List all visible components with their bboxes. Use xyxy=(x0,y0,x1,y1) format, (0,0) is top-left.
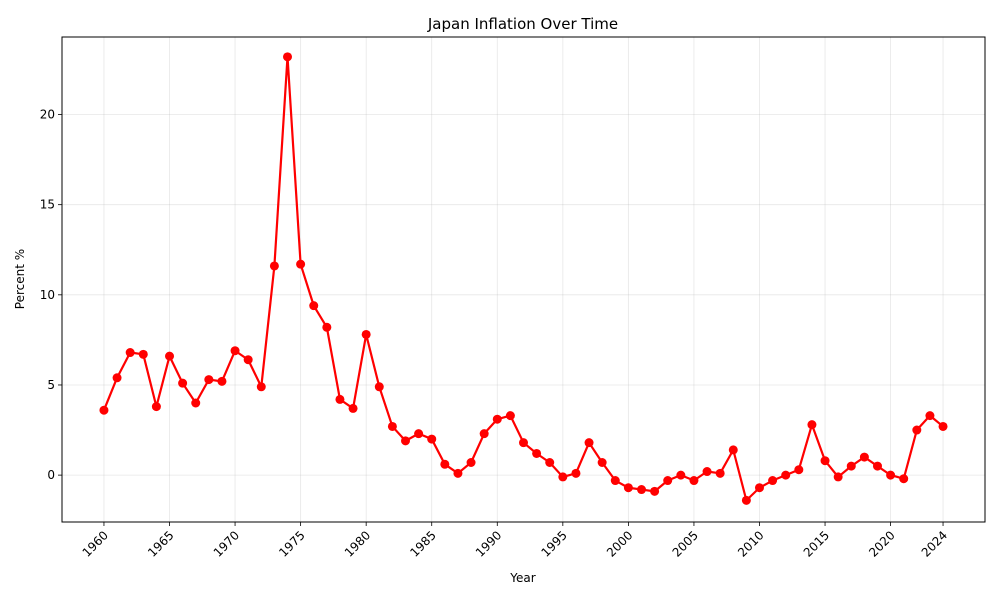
data-point xyxy=(636,485,646,495)
data-point xyxy=(99,405,109,415)
data-point xyxy=(846,461,856,471)
data-point xyxy=(322,322,332,332)
plot-area xyxy=(61,36,986,523)
data-point xyxy=(768,476,778,486)
data-point xyxy=(440,459,450,469)
grid-lines xyxy=(62,37,985,522)
data-point xyxy=(243,355,253,365)
data-point xyxy=(492,414,502,424)
data-point xyxy=(886,470,896,480)
data-point xyxy=(532,448,542,458)
y-tick-label: 15 xyxy=(40,198,55,212)
data-point xyxy=(401,436,411,446)
data-point xyxy=(702,467,712,477)
data-point xyxy=(859,452,869,462)
data-point xyxy=(296,259,306,269)
data-point xyxy=(191,398,201,408)
data-point xyxy=(165,351,175,361)
y-tick-label: 0 xyxy=(47,468,55,482)
data-point xyxy=(479,429,489,439)
data-point xyxy=(387,421,397,431)
data-point xyxy=(650,486,660,496)
data-point xyxy=(178,378,188,388)
data-point xyxy=(414,429,424,439)
data-point xyxy=(427,434,437,444)
data-point xyxy=(571,468,581,478)
data-point xyxy=(833,472,843,482)
data-point xyxy=(925,411,935,421)
data-point xyxy=(676,470,686,480)
data-point xyxy=(807,420,817,430)
data-point xyxy=(269,261,279,271)
data-point xyxy=(610,476,620,486)
data-point xyxy=(781,470,791,480)
data-point xyxy=(374,382,384,392)
data-point xyxy=(584,438,594,448)
data-point xyxy=(794,465,804,475)
data-point xyxy=(545,458,555,468)
data-point xyxy=(125,348,135,358)
x-axis-label: Year xyxy=(509,571,535,585)
y-tick-label: 20 xyxy=(40,108,55,122)
data-point xyxy=(309,301,319,311)
data-point xyxy=(728,445,738,455)
chart-title: Japan Inflation Over Time xyxy=(427,15,618,33)
data-point xyxy=(204,375,214,385)
data-point xyxy=(519,438,528,448)
data-point xyxy=(335,394,345,404)
series-layer xyxy=(99,52,948,505)
data-point xyxy=(912,425,922,435)
data-point xyxy=(938,421,948,431)
data-point xyxy=(283,52,293,62)
y-tick-label: 5 xyxy=(47,378,55,392)
data-point xyxy=(899,474,909,484)
data-point xyxy=(741,495,751,505)
data-point xyxy=(453,468,463,478)
data-point xyxy=(230,346,240,356)
data-point xyxy=(689,476,699,486)
data-point xyxy=(623,483,633,493)
data-point xyxy=(466,458,476,468)
data-point xyxy=(872,461,882,471)
data-point xyxy=(348,403,358,413)
data-point xyxy=(663,476,673,486)
y-axis-label: Percent % xyxy=(13,249,27,309)
data-point xyxy=(361,329,371,339)
data-point xyxy=(558,472,568,482)
data-point xyxy=(151,402,161,412)
data-point xyxy=(256,382,266,392)
data-point xyxy=(217,376,227,386)
data-point xyxy=(715,468,725,478)
data-point xyxy=(505,411,515,421)
data-point xyxy=(138,349,148,359)
data-point xyxy=(112,373,122,383)
y-tick-label: 10 xyxy=(40,288,55,302)
data-point xyxy=(754,483,764,493)
data-point xyxy=(820,456,830,466)
data-point xyxy=(597,458,607,468)
